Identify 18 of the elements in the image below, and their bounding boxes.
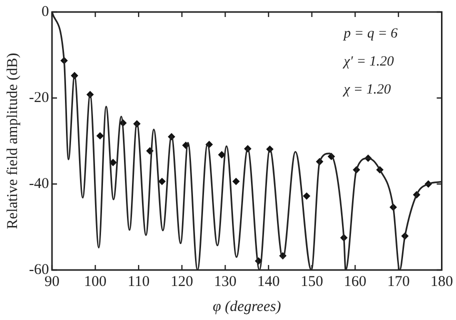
annotation: χ′ = 1.20	[342, 54, 394, 70]
y-axis-title: Relative field amplitude (dB)	[4, 52, 21, 230]
x-tick-label: 150	[300, 274, 324, 290]
x-tick-label: 130	[214, 274, 236, 290]
x-tick-label: 170	[387, 274, 410, 290]
x-tick-label: 180	[430, 274, 453, 290]
annotation: p = q = 6	[342, 26, 398, 42]
x-tick-label: 140	[257, 274, 280, 290]
y-tick-label: -40	[28, 176, 49, 192]
x-tick-label: 90	[44, 274, 60, 290]
x-tick-label: 100	[84, 274, 107, 290]
y-tick-label: 0	[41, 4, 49, 20]
x-axis-title: φ (degrees)	[212, 298, 281, 315]
annotation: χ = 1.20	[342, 82, 391, 98]
x-tick-label: 160	[344, 274, 366, 290]
y-tick-label: -20	[28, 90, 49, 106]
x-tick-label: 110	[128, 274, 150, 290]
x-tick-label: 120	[170, 274, 194, 290]
